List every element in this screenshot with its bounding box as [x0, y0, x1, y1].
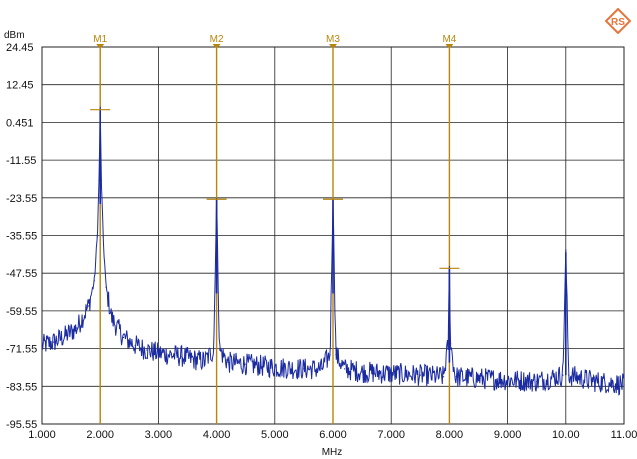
trace-point: [204, 360, 206, 362]
trace-point: [96, 236, 98, 238]
y-tick-label: -11.55: [6, 155, 36, 167]
trace-point: [361, 371, 363, 373]
trace-point: [64, 335, 66, 337]
y-tick-label: -35.55: [6, 231, 37, 243]
trace-point: [344, 368, 346, 370]
x-tick-label: 9.000: [494, 429, 522, 441]
x-tick-label: 4.000: [203, 429, 231, 441]
axis-labels: 24.45 12.45 0.451 -11.55 -23.55 -35.55 -47.55 -…: [6, 42, 637, 441]
trace-point: [105, 286, 107, 288]
marker-label: M4: [442, 34, 456, 45]
trace-point: [454, 376, 456, 378]
x-tick-label: 8.000: [436, 429, 464, 441]
trace-point: [87, 305, 90, 307]
marker-triangle-icon: [445, 44, 454, 49]
trace-point: [303, 368, 305, 370]
x-tick-label: 1.000: [28, 429, 56, 441]
y-tick-label: -23.55: [6, 193, 37, 205]
y-tick-label: 0.451: [6, 117, 34, 129]
x-tick-label: 7.000: [377, 429, 405, 441]
trace-point: [335, 354, 337, 356]
trace-point: [329, 354, 331, 356]
trace-point: [447, 343, 449, 345]
marker-label: M1: [93, 34, 107, 45]
rohde-schwarz-logo: RS: [605, 8, 631, 34]
x-tick-label: 2.000: [86, 429, 114, 441]
trace-point: [169, 354, 171, 356]
y-tick-label: 12.45: [6, 80, 34, 92]
trace-layer: [41, 106, 625, 396]
x-tick-label: 3.000: [145, 429, 173, 441]
trace-point: [102, 236, 104, 238]
trace-point: [449, 343, 452, 345]
trace-point: [41, 344, 43, 346]
trace-point: [181, 355, 183, 357]
trace-point: [134, 344, 136, 346]
trace-point: [100, 179, 102, 181]
trace-point: [227, 361, 229, 364]
x-tick-label: 11.00: [611, 429, 637, 441]
y-tick-label: -59.55: [6, 306, 37, 318]
trace-point: [594, 380, 596, 383]
trace-point: [419, 374, 421, 376]
trace-point: [213, 349, 215, 351]
y-tick-label: -83.55: [6, 381, 37, 393]
trace-point: [507, 379, 509, 381]
trace-point: [274, 366, 276, 368]
trace-point: [568, 374, 570, 376]
trace-point: [122, 336, 125, 339]
x-tick-label: 10.00: [552, 429, 580, 441]
marker-label: M3: [326, 34, 340, 45]
marker-triangle-icon: [96, 44, 105, 49]
trace-point: [562, 374, 564, 376]
marker-triangle-icon: [329, 44, 337, 49]
trace-point: [218, 349, 221, 351]
trace-point: [157, 352, 159, 354]
marker-triangle-icon: [212, 44, 221, 49]
y-tick-label: -47.55: [6, 268, 37, 280]
y-tick-label: -95.55: [6, 419, 37, 431]
trace-point: [93, 280, 95, 282]
y-tick-label: -71.55: [6, 344, 37, 356]
trace-point: [245, 363, 247, 365]
trace-point: [536, 380, 538, 383]
trace-point: [390, 372, 392, 375]
y-tick-label: 24.45: [6, 42, 34, 54]
x-axis-unit-label: MHz: [322, 447, 343, 458]
trace-point: [53, 341, 55, 343]
trace-point: [98, 179, 100, 181]
marker-label: M2: [210, 34, 224, 45]
x-tick-label: 6.000: [319, 429, 347, 441]
trace-point: [192, 358, 194, 361]
trace-point: [76, 327, 78, 329]
trace-point: [442, 376, 445, 378]
trace-point: [320, 368, 322, 370]
trace-point: [146, 349, 148, 351]
trace-point: [111, 317, 113, 320]
logo-text: RS: [611, 17, 625, 28]
x-tick-label: 5.000: [261, 429, 289, 441]
trace-point: [623, 383, 625, 386]
trace-point: [477, 377, 480, 379]
y-axis-unit-label: dBm: [4, 30, 25, 41]
marker-labels: M1 M2 M3 M4: [90, 34, 460, 269]
logo-diamond-icon: [605, 8, 631, 34]
